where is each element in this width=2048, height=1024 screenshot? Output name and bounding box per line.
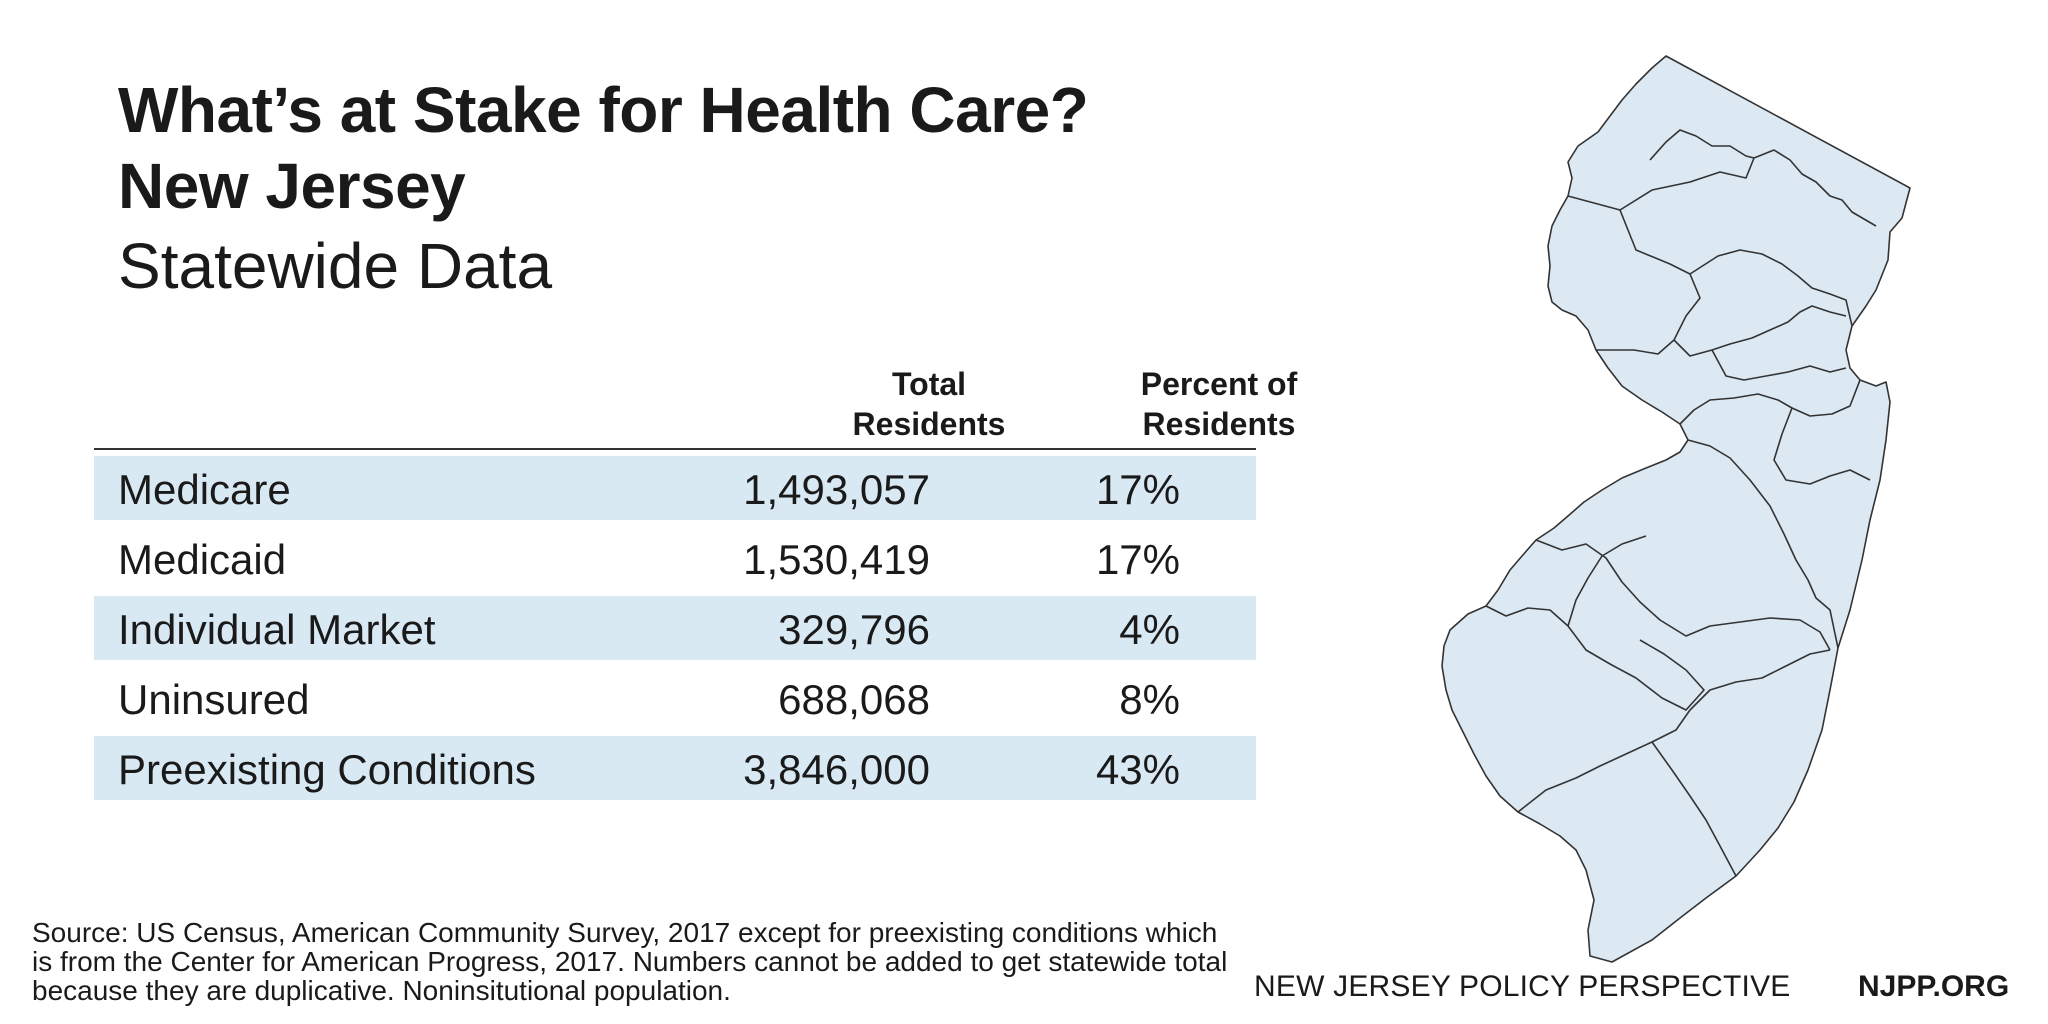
row-percent: 17% bbox=[1095, 466, 1180, 513]
county-line bbox=[1567, 535, 1647, 627]
table-header: Total Residents Percent of Residents bbox=[94, 360, 1297, 450]
row-total: 3,846,000 bbox=[743, 746, 930, 793]
row-label: Uninsured bbox=[118, 676, 310, 723]
table-row: Medicare 1,493,057 17% bbox=[94, 456, 1256, 520]
row-label: Medicaid bbox=[118, 536, 287, 583]
table-row: Individual Market 329,796 4% bbox=[94, 596, 1256, 660]
county-line bbox=[1596, 339, 1675, 355]
data-table: Total Residents Percent of Residents Medic… bbox=[94, 360, 1297, 800]
row-total: 329,796 bbox=[778, 606, 930, 653]
row-percent: 8% bbox=[1119, 676, 1180, 723]
table-row: Uninsured 688,068 8% bbox=[94, 666, 1256, 730]
table-row: Preexisting Conditions 3,846,000 43% bbox=[94, 736, 1256, 800]
column-header-total: Total Residents bbox=[852, 366, 1006, 442]
county-line bbox=[1649, 129, 1755, 161]
new-jersey-map bbox=[1390, 50, 1950, 975]
county-line bbox=[1687, 439, 1839, 649]
county-line bbox=[1567, 149, 1877, 227]
row-total: 688,068 bbox=[778, 676, 930, 723]
county-line bbox=[1485, 605, 1705, 711]
county-line bbox=[1679, 379, 1861, 425]
row-label: Medicare bbox=[118, 466, 291, 513]
state-outline bbox=[1441, 55, 1911, 963]
county-line bbox=[1689, 649, 1831, 711]
footer-url: NJPP.ORG bbox=[1858, 970, 2010, 1003]
row-percent: 43% bbox=[1095, 746, 1180, 793]
county-line bbox=[1535, 539, 1831, 651]
source-note: Source: US Census, American Community Su… bbox=[32, 917, 1228, 1006]
county-line bbox=[1773, 407, 1871, 485]
new-jersey-map-graphic bbox=[1441, 55, 1911, 963]
row-label: Individual Market bbox=[118, 606, 436, 653]
table-row: Medicaid 1,530,419 17% bbox=[94, 526, 1256, 590]
county-line bbox=[1517, 709, 1691, 813]
county-line bbox=[1673, 273, 1847, 357]
title-line-3: Statewide Data bbox=[118, 230, 553, 302]
county-line bbox=[1651, 741, 1737, 877]
column-header-percent: Percent of Residents bbox=[1140, 366, 1298, 442]
footer-organization: NEW JERSEY POLICY PERSPECTIVE bbox=[1254, 970, 1791, 1003]
county-line bbox=[1711, 349, 1847, 381]
row-percent: 4% bbox=[1119, 606, 1180, 653]
row-total: 1,493,057 bbox=[743, 466, 930, 513]
page-title: What’s at Stake for Health Care? New Jer… bbox=[118, 74, 1089, 302]
title-line-2: New Jersey bbox=[118, 150, 466, 222]
row-total: 1,530,419 bbox=[743, 536, 930, 583]
row-label: Preexisting Conditions bbox=[118, 746, 536, 793]
row-percent: 17% bbox=[1095, 536, 1180, 583]
county-line bbox=[1619, 209, 1853, 327]
title-line-1: What’s at Stake for Health Care? bbox=[118, 74, 1089, 146]
